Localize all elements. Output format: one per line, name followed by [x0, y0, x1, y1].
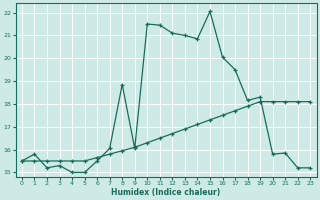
X-axis label: Humidex (Indice chaleur): Humidex (Indice chaleur): [111, 188, 221, 197]
